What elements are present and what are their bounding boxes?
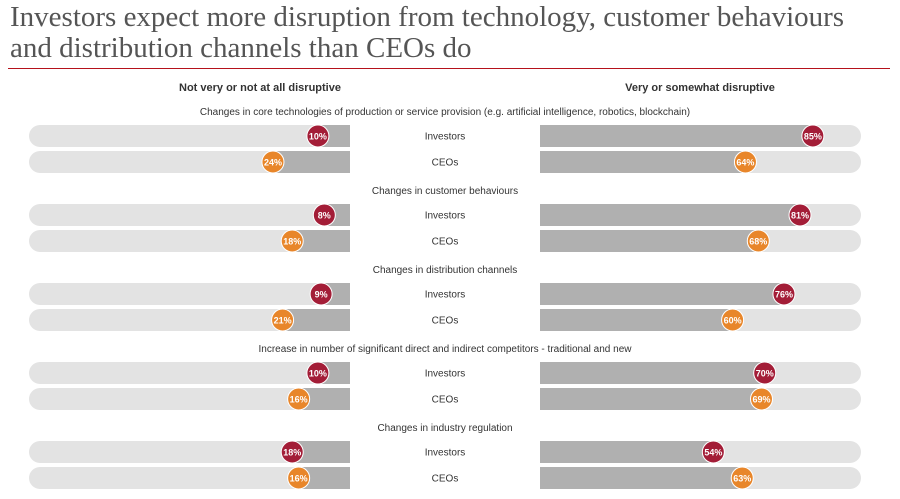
left-value-label: 10% bbox=[309, 369, 327, 379]
left-bar bbox=[272, 151, 350, 173]
left-bar bbox=[282, 309, 350, 331]
left-value-label: 10% bbox=[309, 132, 327, 142]
left-track bbox=[29, 125, 350, 147]
left-value-marker bbox=[306, 124, 330, 148]
left-track bbox=[29, 467, 350, 489]
right-value-marker bbox=[788, 203, 812, 227]
right-value-label: 64% bbox=[736, 158, 754, 168]
right-bar bbox=[540, 283, 784, 305]
left-value-marker bbox=[280, 440, 304, 464]
right-bar bbox=[540, 362, 765, 384]
left-value-label: 24% bbox=[264, 158, 282, 168]
left-value-label: 21% bbox=[274, 316, 292, 326]
right-value-marker bbox=[749, 387, 773, 411]
series-label: CEOs bbox=[432, 158, 459, 169]
left-value-label: 18% bbox=[283, 237, 301, 247]
series-label: Investors bbox=[425, 448, 466, 459]
right-value-marker bbox=[733, 150, 757, 174]
right-value-marker bbox=[701, 440, 725, 464]
left-value-marker bbox=[309, 282, 333, 306]
right-bar bbox=[540, 441, 714, 463]
series-label: CEOs bbox=[432, 474, 459, 485]
right-value-label: 81% bbox=[791, 211, 809, 221]
series-label: Investors bbox=[425, 211, 466, 222]
left-track bbox=[29, 309, 350, 331]
left-bar bbox=[292, 441, 350, 463]
left-value-marker bbox=[261, 150, 285, 174]
right-bar bbox=[540, 204, 801, 226]
right-bar bbox=[540, 388, 762, 410]
left-bar bbox=[292, 230, 350, 252]
left-value-label: 18% bbox=[283, 448, 301, 458]
right-bar bbox=[540, 151, 746, 173]
left-track bbox=[29, 204, 350, 226]
left-value-label: 16% bbox=[290, 395, 308, 405]
left-column-header: Not very or not at all disruptive bbox=[179, 82, 341, 94]
right-value-marker bbox=[746, 229, 770, 253]
left-value-marker bbox=[312, 203, 336, 227]
right-value-label: 60% bbox=[724, 316, 742, 326]
right-value-label: 68% bbox=[749, 237, 767, 247]
category-label: Increase in number of significant direct… bbox=[259, 344, 633, 355]
left-value-marker bbox=[271, 308, 295, 332]
left-value-marker bbox=[306, 361, 330, 385]
category-label: Changes in customer behaviours bbox=[372, 186, 518, 197]
right-value-label: 63% bbox=[733, 474, 751, 484]
category-label: Changes in industry regulation bbox=[377, 423, 512, 434]
series-label: Investors bbox=[425, 132, 466, 143]
right-value-marker bbox=[801, 124, 825, 148]
left-track bbox=[29, 362, 350, 384]
left-value-label: 16% bbox=[290, 474, 308, 484]
series-label: CEOs bbox=[432, 316, 459, 327]
right-bar bbox=[540, 467, 743, 489]
right-value-marker bbox=[753, 361, 777, 385]
right-value-marker bbox=[721, 308, 745, 332]
chart-title: Investors expect more disruption from te… bbox=[10, 1, 845, 64]
left-bar bbox=[298, 467, 350, 489]
left-value-marker bbox=[287, 466, 311, 490]
left-value-label: 9% bbox=[315, 290, 328, 300]
left-value-label: 8% bbox=[318, 211, 331, 221]
left-value-marker bbox=[280, 229, 304, 253]
left-track bbox=[29, 230, 350, 252]
left-bar bbox=[298, 388, 350, 410]
series-label: Investors bbox=[425, 290, 466, 301]
right-value-marker bbox=[730, 466, 754, 490]
series-label: Investors bbox=[425, 369, 466, 380]
left-value-marker bbox=[287, 387, 311, 411]
right-bar bbox=[540, 230, 759, 252]
right-value-label: 70% bbox=[756, 369, 774, 379]
category-label: Changes in core technologies of producti… bbox=[200, 107, 690, 118]
right-value-label: 54% bbox=[704, 448, 722, 458]
right-value-label: 76% bbox=[775, 290, 793, 300]
left-track bbox=[29, 441, 350, 463]
right-bar bbox=[540, 309, 733, 331]
right-value-label: 69% bbox=[752, 395, 770, 405]
right-column-header: Very or somewhat disruptive bbox=[625, 82, 775, 94]
series-label: CEOs bbox=[432, 237, 459, 248]
series-label: CEOs bbox=[432, 395, 459, 406]
left-track bbox=[29, 388, 350, 410]
right-value-marker bbox=[772, 282, 796, 306]
right-bar bbox=[540, 125, 813, 147]
category-label: Changes in distribution channels bbox=[373, 265, 518, 276]
title-divider bbox=[8, 68, 890, 69]
right-value-label: 85% bbox=[804, 132, 822, 142]
left-track bbox=[29, 283, 350, 305]
